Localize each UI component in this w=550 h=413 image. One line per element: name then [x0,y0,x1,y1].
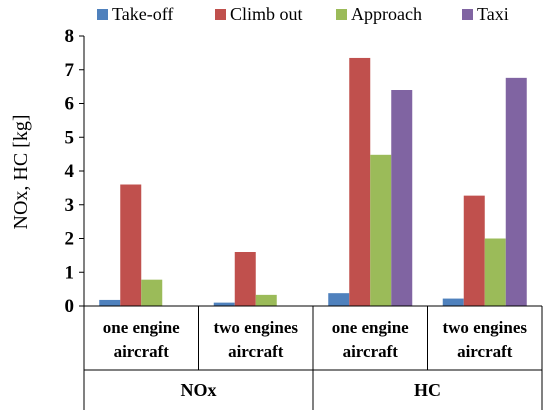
bars [99,57,527,306]
y-tick-label: 8 [65,26,75,47]
legend-label: Taxi [477,4,509,24]
legend-swatch [215,9,226,20]
y-axis-label: NOx, HC [kg] [10,115,32,230]
legend-label: Approach [351,4,422,24]
y-tick-label: 2 [65,229,75,250]
y-tick-label: 7 [65,60,75,81]
y-tick-label: 5 [65,127,75,148]
category-label: aircraft [343,342,399,361]
category-label: aircraft [114,342,170,361]
category-label: one engine [332,318,409,337]
bar-taxi-2 [391,90,413,306]
legend-swatch [97,9,108,20]
group-label: NOx [181,380,217,400]
bar-climb-out-3 [463,195,485,306]
y-tick-label: 0 [65,296,75,317]
legend-label: Take-off [112,4,173,24]
y-axis: 0 1 2 3 4 5 6 7 8 [65,26,85,317]
bar-approach-3 [484,238,506,306]
bar-climb-out-2 [349,57,371,306]
category-label: aircraft [457,342,513,361]
legend: Take-off Climb out Approach Taxi [97,4,509,24]
bar-taxi-3 [505,77,527,306]
y-tick-label: 6 [65,94,75,115]
bar-approach-1 [255,294,277,306]
y-tick-label: 4 [65,161,75,182]
category-label: one engine [103,318,180,337]
bar-approach-2 [370,154,392,306]
group-labels: NOx HC [181,380,442,400]
category-label: two engines [213,318,298,337]
bar-approach-0 [141,279,163,306]
bar-take-off-2 [328,293,350,306]
bar-climb-out-1 [234,252,256,306]
bar-climb-out-0 [120,184,142,306]
legend-label: Climb out [230,4,303,24]
y-tick-label: 3 [65,195,75,216]
legend-swatch [336,9,347,20]
legend-swatch [462,9,473,20]
group-label: HC [414,380,441,400]
category-labels: one engine aircraft two engines aircraft one… [103,318,528,361]
category-label: two engines [442,318,527,337]
y-tick-label: 1 [65,262,75,283]
bar-take-off-1 [213,302,235,306]
bar-take-off-3 [442,298,464,306]
category-label: aircraft [228,342,284,361]
category-axis-frame [83,305,543,410]
bar-take-off-0 [99,299,121,306]
